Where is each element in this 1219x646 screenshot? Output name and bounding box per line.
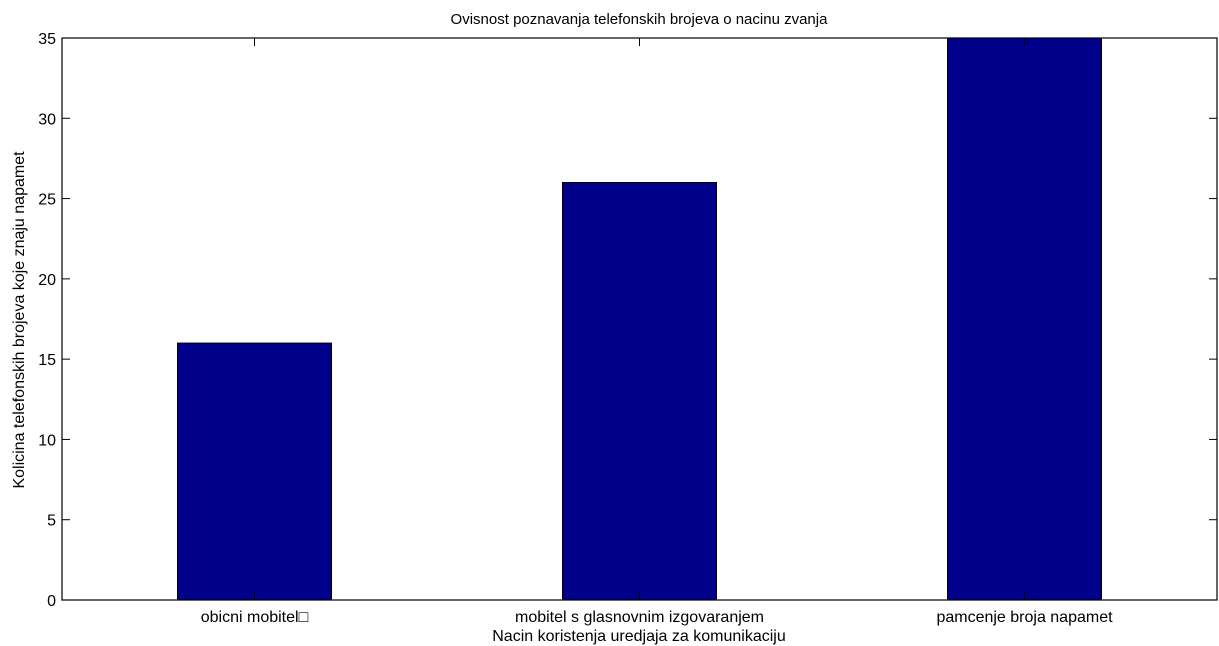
x-tick-label: pamcenje broja napamet — [936, 609, 1113, 626]
chart-title: Ovisnost poznavanja telefonskih brojeva … — [451, 11, 829, 28]
y-axis: 0 5 10 15 20 25 30 35 — [38, 31, 1217, 610]
y-tick-label: 35 — [38, 31, 56, 48]
y-tick-label: 10 — [38, 432, 56, 449]
y-tick-label: 5 — [47, 513, 56, 530]
y-tick-label: 30 — [38, 111, 56, 128]
y-tick-label: 0 — [47, 593, 56, 610]
y-tick-label: 25 — [38, 192, 56, 209]
y-axis-label: Kolicina telefonskih brojeva koje znaju … — [11, 151, 28, 489]
bar-1 — [177, 342, 332, 601]
bars-group — [177, 37, 1102, 601]
bar-3 — [947, 37, 1102, 601]
y-tick-label: 20 — [38, 272, 56, 289]
x-tick-label: obicni mobitel□ — [201, 609, 309, 626]
x-axis-label: Nacin koristenja uredjaja za komunikacij… — [492, 628, 785, 645]
x-axis: obicni mobitel□ mobitel s glasnovnim izgo… — [201, 38, 1113, 626]
bar-2 — [562, 182, 717, 601]
y-tick-label: 15 — [38, 352, 56, 369]
x-tick-label: mobitel s glasnovnim izgovaranjem — [515, 609, 764, 626]
